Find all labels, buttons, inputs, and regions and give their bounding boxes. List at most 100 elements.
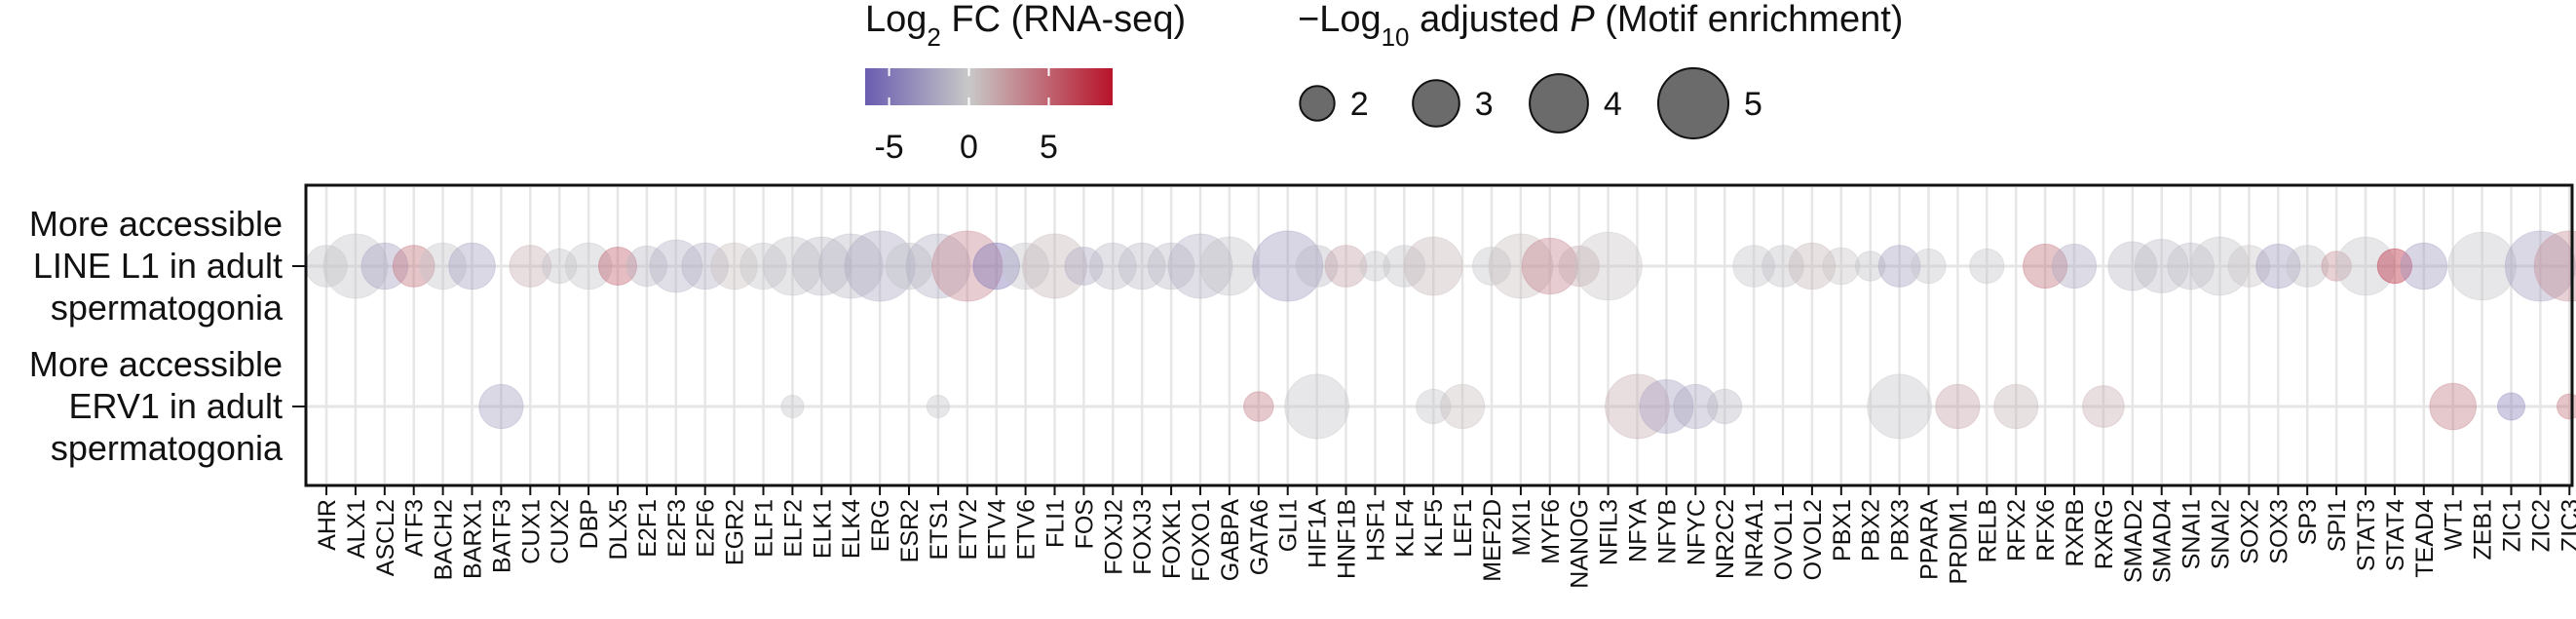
xtick-label-ahr: AHR (314, 499, 341, 551)
xtick-label-nr2c2: NR2C2 (1712, 499, 1739, 579)
xtick-label-nfyc: NFYC (1683, 499, 1710, 565)
dot-klf5-row2 (1416, 388, 1452, 425)
dot-zic1-row2 (2496, 392, 2526, 421)
size-legend-dot-3 (1412, 79, 1460, 128)
color-legend-title: Log2 FC (RNA-seq) (865, 0, 1186, 52)
size-legend: −Log10 adjusted P (Motif enrichment) 2 3 4… (1298, 0, 1903, 139)
dot-sox3-row1 (2255, 243, 2301, 290)
dot-pbx3-row1 (1877, 245, 1921, 288)
xtick-label-smad2: SMAD2 (2120, 499, 2147, 583)
xtick-label-mef2d: MEF2D (1479, 499, 1506, 582)
xtick-label-elf2: ELF2 (779, 499, 807, 558)
dot-ovol2-row1 (1788, 242, 1837, 290)
row-label-1-line-3: spermatogonia (51, 288, 284, 328)
dot-nfyc-row2 (1673, 383, 1719, 430)
dot-cux1-row1 (509, 245, 552, 288)
dot-pbx3-row2 (1867, 373, 1933, 440)
xtick-label-atf3: ATF3 (401, 499, 429, 557)
dot-erg-row1 (844, 230, 916, 302)
dot-elf1-row1 (739, 242, 787, 290)
xtick-label-ppara: PPARA (1916, 499, 1944, 580)
dot-dlx5-row1 (597, 246, 638, 287)
dot-wt1-row2 (2429, 382, 2477, 431)
xtick-label-lef1: LEF1 (1450, 499, 1477, 558)
xtick-label-rfx6: RFX6 (2032, 499, 2060, 561)
dot-nfil3-row1 (1573, 231, 1643, 301)
xtick-label-tead4: TEAD4 (2411, 499, 2439, 578)
plot-area: AHR ALX1 ASCL2 ATF3 BACH2 BARX1 BATF3 CUX1 CUX2 D… (304, 183, 2576, 589)
xtick-label-relb: RELB (1974, 499, 2001, 562)
dot-esr2-row1 (885, 242, 933, 290)
dot-ppara-row1 (1911, 248, 1947, 285)
dot-zic2-row1 (2504, 230, 2576, 302)
dot-elf2-row1 (763, 236, 822, 296)
dot-foxj2-row1 (1089, 242, 1137, 290)
xtick-label-batf3: BATF3 (488, 499, 515, 573)
xtick-label-gli1: GLI1 (1275, 499, 1303, 552)
xtick-label-nfya: NFYA (1625, 499, 1652, 562)
row-label-1-line-2: LINE L1 in adult (33, 246, 283, 286)
xtick-label-ascl2: ASCL2 (372, 499, 399, 576)
xtick-label-spi1: SPI1 (2324, 499, 2351, 552)
dot-alx1-row1 (322, 233, 389, 299)
xtick-label-foxj3: FOXJ3 (1129, 499, 1156, 575)
dot-hnf1b-row1 (1324, 245, 1368, 288)
dot-nfyb-row2 (1639, 379, 1694, 434)
dot-snai2-row1 (2190, 236, 2250, 296)
dot-hif1a-row1 (1295, 245, 1339, 288)
xtick-label-fli1: FLI1 (1042, 499, 1070, 548)
dot-atf3-row1 (392, 245, 436, 288)
dot-fli1-row1 (1022, 233, 1087, 299)
xtick-label-egr2: EGR2 (722, 499, 749, 565)
xtick-label-foxk1: FOXK1 (1158, 499, 1186, 579)
xtick-label-snai1: SNAI1 (2178, 499, 2206, 569)
xtick-label-zic1: ZIC1 (2499, 499, 2526, 552)
xtick-label-elk1: ELK1 (809, 499, 836, 559)
xtick-label-dbp: DBP (576, 499, 603, 549)
dot-foxj3-row1 (1118, 242, 1166, 290)
dot-bach2-row1 (419, 242, 467, 290)
xtick-label-foxo1: FOXO1 (1188, 499, 1215, 582)
xtick-label-pbx2: PBX2 (1858, 499, 1885, 561)
dot-spi1-row1 (2321, 251, 2352, 282)
dot-etv4-row1 (972, 242, 1021, 290)
xtick-label-gabpa: GABPA (1217, 499, 1244, 582)
dot-nr4a1-row1 (1732, 245, 1775, 288)
xtick-label-sp3: SP3 (2294, 499, 2322, 545)
dot-rfx6-row1 (2023, 243, 2068, 290)
xtick-label-zic2: ZIC2 (2527, 499, 2555, 552)
size-legend-dot-2 (1299, 85, 1336, 122)
xtick-label-pbx1: PBX1 (1829, 499, 1856, 561)
size-legend-label-4: 4 (1604, 86, 1622, 123)
dot-relb-row1 (1969, 248, 2005, 285)
xtick-label-stat3: STAT3 (2353, 499, 2380, 571)
xtick-label-hnf1b: HNF1B (1334, 499, 1361, 579)
dot-e2f6-row1 (681, 242, 730, 290)
xtick-label-rfx2: RFX2 (2003, 499, 2030, 561)
colorbar (865, 68, 1113, 105)
xtick-label-mxi1: MXI1 (1508, 499, 1535, 556)
xtick-label-zeb1: ZEB1 (2470, 499, 2497, 561)
dot-rxrg-row2 (2082, 385, 2125, 428)
colorbar-tick-label-2: 5 (1040, 129, 1058, 166)
size-legend-dot-5 (1657, 67, 1729, 139)
dot-smad4-row1 (2134, 239, 2189, 293)
dot-dbp-row1 (564, 242, 613, 290)
dot-klf4-row1 (1383, 245, 1426, 288)
dot-batf3-row2 (478, 383, 524, 430)
dot-nfya-row2 (1605, 373, 1670, 440)
xtick-label-e2f6: E2F6 (693, 499, 720, 558)
xtick-label-stat4: STAT4 (2382, 499, 2409, 571)
row-label-2-line-3: spermatogonia (51, 428, 284, 468)
dot-ovol1-row1 (1762, 245, 1804, 288)
xtick-label-sox3: SOX3 (2265, 499, 2292, 564)
dot-hsf1-row1 (1359, 251, 1391, 282)
dot-snai1-row1 (2167, 242, 2215, 290)
xtick-label-barx1: BARX1 (460, 499, 487, 579)
size-legend-label-2: 2 (1350, 86, 1369, 123)
xtick-label-elf1: ELF1 (751, 499, 778, 558)
xtick-label-foxj2: FOXJ2 (1100, 499, 1127, 575)
dot-e2f3-row1 (649, 239, 703, 293)
